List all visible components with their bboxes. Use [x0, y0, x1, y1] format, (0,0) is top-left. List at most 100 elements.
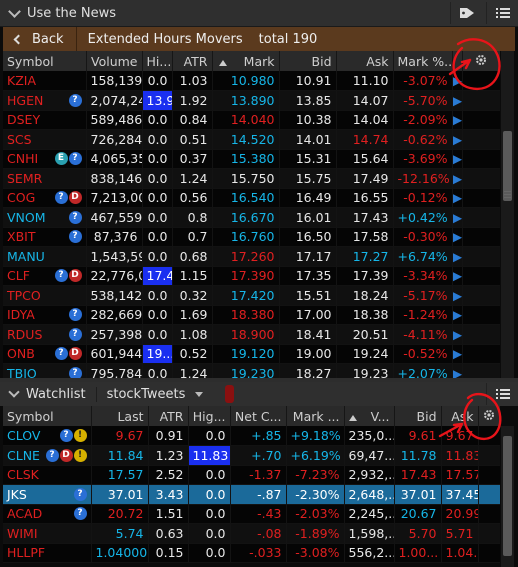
- expand-row-icon[interactable]: ▶: [452, 324, 463, 345]
- movers-scroll-thumb[interactable]: [503, 131, 512, 201]
- wl-col-header-symbol[interactable]: Symbol: [3, 406, 92, 426]
- watchlist-row[interactable]: HLLPF1.0400000.150.0-.033-3.08%556,2...1…: [3, 543, 500, 563]
- table-row[interactable]: VNOM? 467,559 0.0 0.8 16.670 16.01 17.43 +0.42%…: [3, 207, 500, 228]
- symbol-cell[interactable]: SCS: [3, 129, 87, 150]
- question-badge-icon[interactable]: ?: [73, 507, 87, 521]
- panel-menu-button[interactable]: [486, 2, 518, 24]
- earnings-badge-icon[interactable]: E: [54, 152, 68, 166]
- watchlist-collapse-caret-icon[interactable]: [8, 386, 20, 398]
- watchlist-row[interactable]: ACAD?20.721.510.0-.43-2.03%2,245,...20.6…: [3, 504, 500, 524]
- expand-row-icon[interactable]: ▶: [452, 188, 463, 208]
- table-row[interactable]: IDYA? 282,669 0.0 1.69 18.380 17.00 18.38 -1.24…: [3, 305, 500, 325]
- symbol-cell[interactable]: HGEN?: [3, 90, 87, 111]
- dividend-badge-icon[interactable]: D: [68, 191, 82, 205]
- watchlist-row[interactable]: WIMI 5.740.630.0-.08-1.89%1,598,...5.705.…: [3, 523, 500, 544]
- symbol-cell[interactable]: CLSK: [3, 465, 92, 485]
- tag-button[interactable]: [450, 2, 482, 24]
- dividend-badge-icon[interactable]: D: [59, 448, 73, 462]
- watchlist-row[interactable]: JKS?37.013.430.0-.87-2.30%2,648,...37.01…: [3, 484, 500, 505]
- expand-row-icon[interactable]: ▶: [452, 90, 463, 111]
- expand-row-icon[interactable]: ▶: [452, 129, 463, 150]
- symbol-cell[interactable]: SEMR: [3, 168, 87, 189]
- wl-col-header-volume[interactable]: V...: [344, 406, 395, 426]
- alert-badge-icon[interactable]: !: [73, 429, 87, 442]
- symbol-cell[interactable]: CLNE? D!: [3, 445, 92, 466]
- symbol-cell[interactable]: COG? D: [3, 188, 87, 208]
- wl-col-header-ask[interactable]: Ask: [441, 406, 479, 426]
- question-badge-icon[interactable]: ?: [68, 366, 82, 378]
- symbol-cell[interactable]: ACAD?: [3, 504, 92, 524]
- col-header-ask[interactable]: Ask: [336, 51, 394, 71]
- symbol-cell[interactable]: IDYA?: [3, 305, 87, 325]
- watchlist-row[interactable]: CLSK17.572.520.0-1.37-7.23%2,932,...17.4…: [3, 465, 500, 485]
- table-row[interactable]: TBIO? 795,784 0.0 1.24 19.230 18.27 19.23 +2.07…: [3, 363, 500, 378]
- symbol-cell[interactable]: TPCO: [3, 285, 87, 306]
- table-row[interactable]: XBIT? 87,376 0.0 0.7 16.760 16.50 17.58 -0.30% ▶: [3, 227, 500, 247]
- table-row[interactable]: TPCO 538,142 0.0 0.32 17.420 15.51 18.24 -5.17%…: [3, 285, 500, 306]
- watchlist-settings-button[interactable]: [478, 406, 500, 426]
- table-row[interactable]: COG?D7,213,0070.00.5616.54016.4916.55-0.…: [3, 188, 500, 208]
- table-row[interactable]: ONB?D601,94419....0.5219.12019.0019.24-0…: [3, 344, 500, 364]
- movers-scrollbar[interactable]: [501, 51, 514, 378]
- link-color-tag[interactable]: [225, 385, 235, 403]
- expand-row-icon[interactable]: ▶: [452, 149, 463, 169]
- table-row[interactable]: CNHI E? 4,065,3560.00.3715.38015.3115.64-3…: [3, 149, 500, 169]
- question-badge-icon[interactable]: ?: [68, 230, 82, 244]
- symbol-cell[interactable]: CLOV?!: [3, 426, 92, 446]
- symbol-cell[interactable]: CNHI E?: [3, 149, 87, 169]
- question-badge-icon[interactable]: ?: [59, 429, 73, 442]
- table-row[interactable]: KZIA 158,139 0.0 1.03 10.980 10.91 11.10 -3.07%…: [3, 71, 500, 91]
- dividend-badge-icon[interactable]: D: [68, 269, 82, 283]
- table-row[interactable]: SCS 726,284 0.0 0.51 14.520 14.01 14.74 -0.62% ▶: [3, 129, 500, 150]
- table-row[interactable]: RDUS? 257,398 0.0 1.08 18.900 18.41 20.51 -4.11…: [3, 324, 500, 345]
- collapse-caret-icon[interactable]: [8, 4, 21, 18]
- symbol-cell[interactable]: ONB? D: [3, 344, 87, 364]
- question-badge-icon[interactable]: ?: [68, 210, 82, 224]
- wl-col-header-last[interactable]: Last: [91, 406, 149, 426]
- symbol-cell[interactable]: VNOM?: [3, 207, 87, 228]
- symbol-cell[interactable]: RDUS?: [3, 324, 87, 345]
- expand-row-icon[interactable]: ▶: [452, 71, 463, 91]
- expand-row-icon[interactable]: ▶: [452, 168, 463, 189]
- question-badge-icon[interactable]: ?: [68, 152, 82, 166]
- wl-col-header-atr[interactable]: ATR: [148, 406, 189, 426]
- wl-col-header-bid[interactable]: Bid: [394, 406, 442, 426]
- expand-row-icon[interactable]: ▶: [452, 246, 463, 267]
- symbol-cell[interactable]: DSEY: [3, 110, 87, 130]
- movers-settings-button[interactable]: [462, 51, 500, 71]
- chevron-down-icon[interactable]: [195, 391, 204, 397]
- col-header-symbol[interactable]: Symbol: [3, 51, 87, 71]
- watchlist-scroll-thumb[interactable]: [503, 436, 512, 556]
- expand-row-icon[interactable]: ▶: [452, 305, 463, 325]
- table-row[interactable]: SEMR 838,146 0.0 1.24 15.750 15.75 17.49 -12.16…: [3, 168, 500, 189]
- expand-row-icon[interactable]: ▶: [452, 227, 463, 247]
- watchlist-scrollbar[interactable]: [501, 426, 514, 567]
- dividend-badge-icon[interactable]: D: [68, 347, 82, 361]
- question-badge-icon[interactable]: ?: [68, 93, 82, 107]
- watchlist-row[interactable]: CLNE? D! 11.84 1.23 11.83 +.70 +6.19% 69,47... 1…: [3, 445, 500, 466]
- table-row[interactable]: HGEN?2,074,24813.91.9213.89013.8514.07-5…: [3, 90, 500, 111]
- expand-row-icon[interactable]: ▶: [452, 363, 463, 378]
- col-header-atr[interactable]: ATR: [172, 51, 213, 71]
- symbol-cell[interactable]: CLF? D: [3, 266, 87, 286]
- symbol-cell[interactable]: HLLPF: [3, 543, 92, 563]
- table-row[interactable]: MANU 1,543,5930.00.6817.26017.1717.27+6.7…: [3, 246, 500, 267]
- panel-divider[interactable]: [0, 378, 518, 382]
- expand-row-icon[interactable]: ▶: [452, 110, 463, 130]
- col-header-mark-pct[interactable]: Mark %...: [393, 51, 453, 71]
- col-header-high[interactable]: Hi...: [142, 51, 173, 71]
- question-badge-icon[interactable]: ?: [68, 308, 82, 322]
- question-badge-icon[interactable]: ?: [54, 347, 68, 361]
- question-badge-icon[interactable]: ?: [68, 327, 82, 341]
- symbol-cell[interactable]: WIMI: [3, 523, 92, 544]
- wl-col-header-net-change[interactable]: Net C...: [230, 406, 287, 426]
- expand-row-icon[interactable]: ▶: [452, 266, 463, 286]
- alert-badge-icon[interactable]: !: [73, 448, 87, 462]
- col-header-volume[interactable]: Volume: [86, 51, 143, 71]
- question-badge-icon[interactable]: ?: [54, 191, 68, 205]
- question-badge-icon[interactable]: ?: [73, 487, 87, 501]
- symbol-cell[interactable]: KZIA: [3, 71, 87, 91]
- symbol-cell[interactable]: TBIO?: [3, 363, 87, 378]
- wl-col-header-high[interactable]: Hig...: [188, 406, 231, 426]
- table-row[interactable]: DSEY 589,486 0.0 0.84 14.040 10.38 14.04 -2.09%…: [3, 110, 500, 130]
